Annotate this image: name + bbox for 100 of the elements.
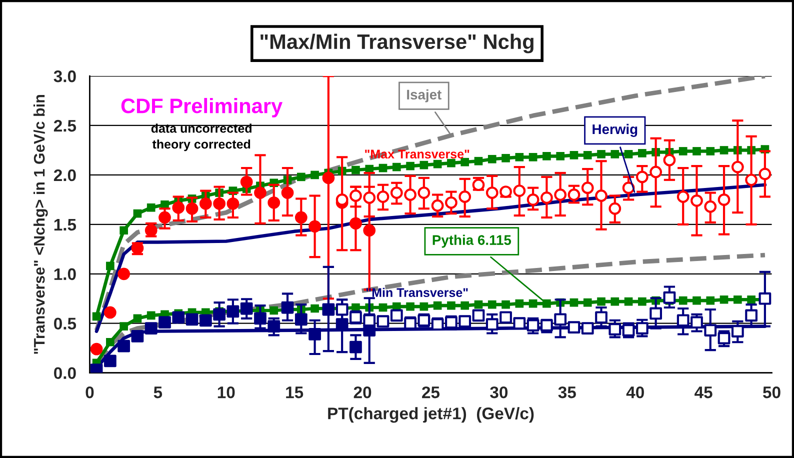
point <box>624 297 633 306</box>
point <box>186 202 198 215</box>
point <box>706 296 715 305</box>
point <box>692 147 701 156</box>
point <box>322 172 335 184</box>
text: Isajet <box>407 89 442 102</box>
point <box>118 268 130 280</box>
point <box>376 190 390 203</box>
point <box>638 297 646 306</box>
y-tick-label: 3.0 <box>54 70 76 82</box>
point <box>500 311 512 324</box>
point <box>418 186 430 199</box>
point <box>663 154 676 166</box>
point <box>120 226 128 235</box>
y-tick-label: 0.5 <box>54 318 76 330</box>
point <box>431 199 444 212</box>
y-tick-label: 1.0 <box>54 268 76 280</box>
point <box>131 330 144 342</box>
point <box>718 332 730 344</box>
point <box>308 220 321 233</box>
point <box>270 306 278 315</box>
point <box>676 314 690 327</box>
point <box>583 151 592 160</box>
point <box>240 302 253 315</box>
text: Herwig <box>592 124 638 137</box>
point <box>106 262 114 270</box>
point <box>458 190 472 203</box>
point <box>254 312 266 325</box>
point <box>542 152 551 160</box>
point <box>597 150 606 158</box>
point <box>460 301 470 310</box>
point <box>731 160 744 174</box>
point <box>172 311 185 324</box>
point <box>734 295 742 304</box>
point <box>213 308 226 321</box>
point <box>663 291 676 304</box>
point <box>488 300 496 309</box>
point <box>199 314 212 327</box>
point <box>144 322 158 334</box>
point <box>433 160 442 168</box>
point <box>690 316 703 329</box>
point <box>486 318 498 331</box>
y-axis-title: "Transverse" <Nchg> in 1 GeV/c bin <box>33 94 48 354</box>
point <box>690 194 703 207</box>
point <box>352 166 360 174</box>
point <box>322 303 335 316</box>
point <box>199 197 212 210</box>
point <box>747 295 756 304</box>
annotation: data uncorrected <box>151 124 252 133</box>
annotation: theory corrected <box>152 139 250 152</box>
point <box>172 201 185 214</box>
point <box>376 315 390 328</box>
point <box>133 314 142 323</box>
annotation: "Max Transverse" <box>365 150 470 159</box>
point <box>502 154 510 162</box>
x-tick-label: 25 <box>422 386 440 398</box>
point <box>158 211 171 224</box>
point <box>445 196 458 209</box>
point <box>608 202 622 215</box>
point <box>378 164 388 172</box>
point <box>638 149 646 158</box>
point <box>90 342 103 356</box>
annotation: "Min Transverse" <box>366 288 468 298</box>
point <box>363 224 376 237</box>
point <box>568 321 580 334</box>
point <box>583 298 592 307</box>
point <box>636 170 648 184</box>
point <box>474 156 483 166</box>
point <box>146 311 156 320</box>
point <box>718 193 730 206</box>
point <box>650 166 662 178</box>
point <box>104 354 116 368</box>
point <box>404 188 416 201</box>
point <box>268 320 280 333</box>
point <box>704 324 717 336</box>
point <box>226 197 240 210</box>
point <box>296 172 306 182</box>
x-tick-label: 5 <box>154 386 162 398</box>
point <box>472 309 485 322</box>
point <box>392 162 401 172</box>
point <box>720 146 728 154</box>
point <box>502 300 510 309</box>
point <box>526 193 540 206</box>
point <box>570 151 578 160</box>
point <box>581 322 594 334</box>
point <box>294 211 308 224</box>
x-tick-label: 40 <box>626 386 644 398</box>
point <box>678 296 688 305</box>
x-tick-label: 10 <box>218 386 235 398</box>
point <box>528 299 538 308</box>
point <box>676 190 690 203</box>
x-tick-label: 0 <box>86 386 94 398</box>
point <box>610 150 620 158</box>
point <box>554 188 567 201</box>
point <box>104 306 116 319</box>
point <box>158 316 171 329</box>
x-tick-label: 30 <box>490 386 508 398</box>
point <box>608 323 622 336</box>
point <box>595 190 608 202</box>
point <box>570 298 578 307</box>
